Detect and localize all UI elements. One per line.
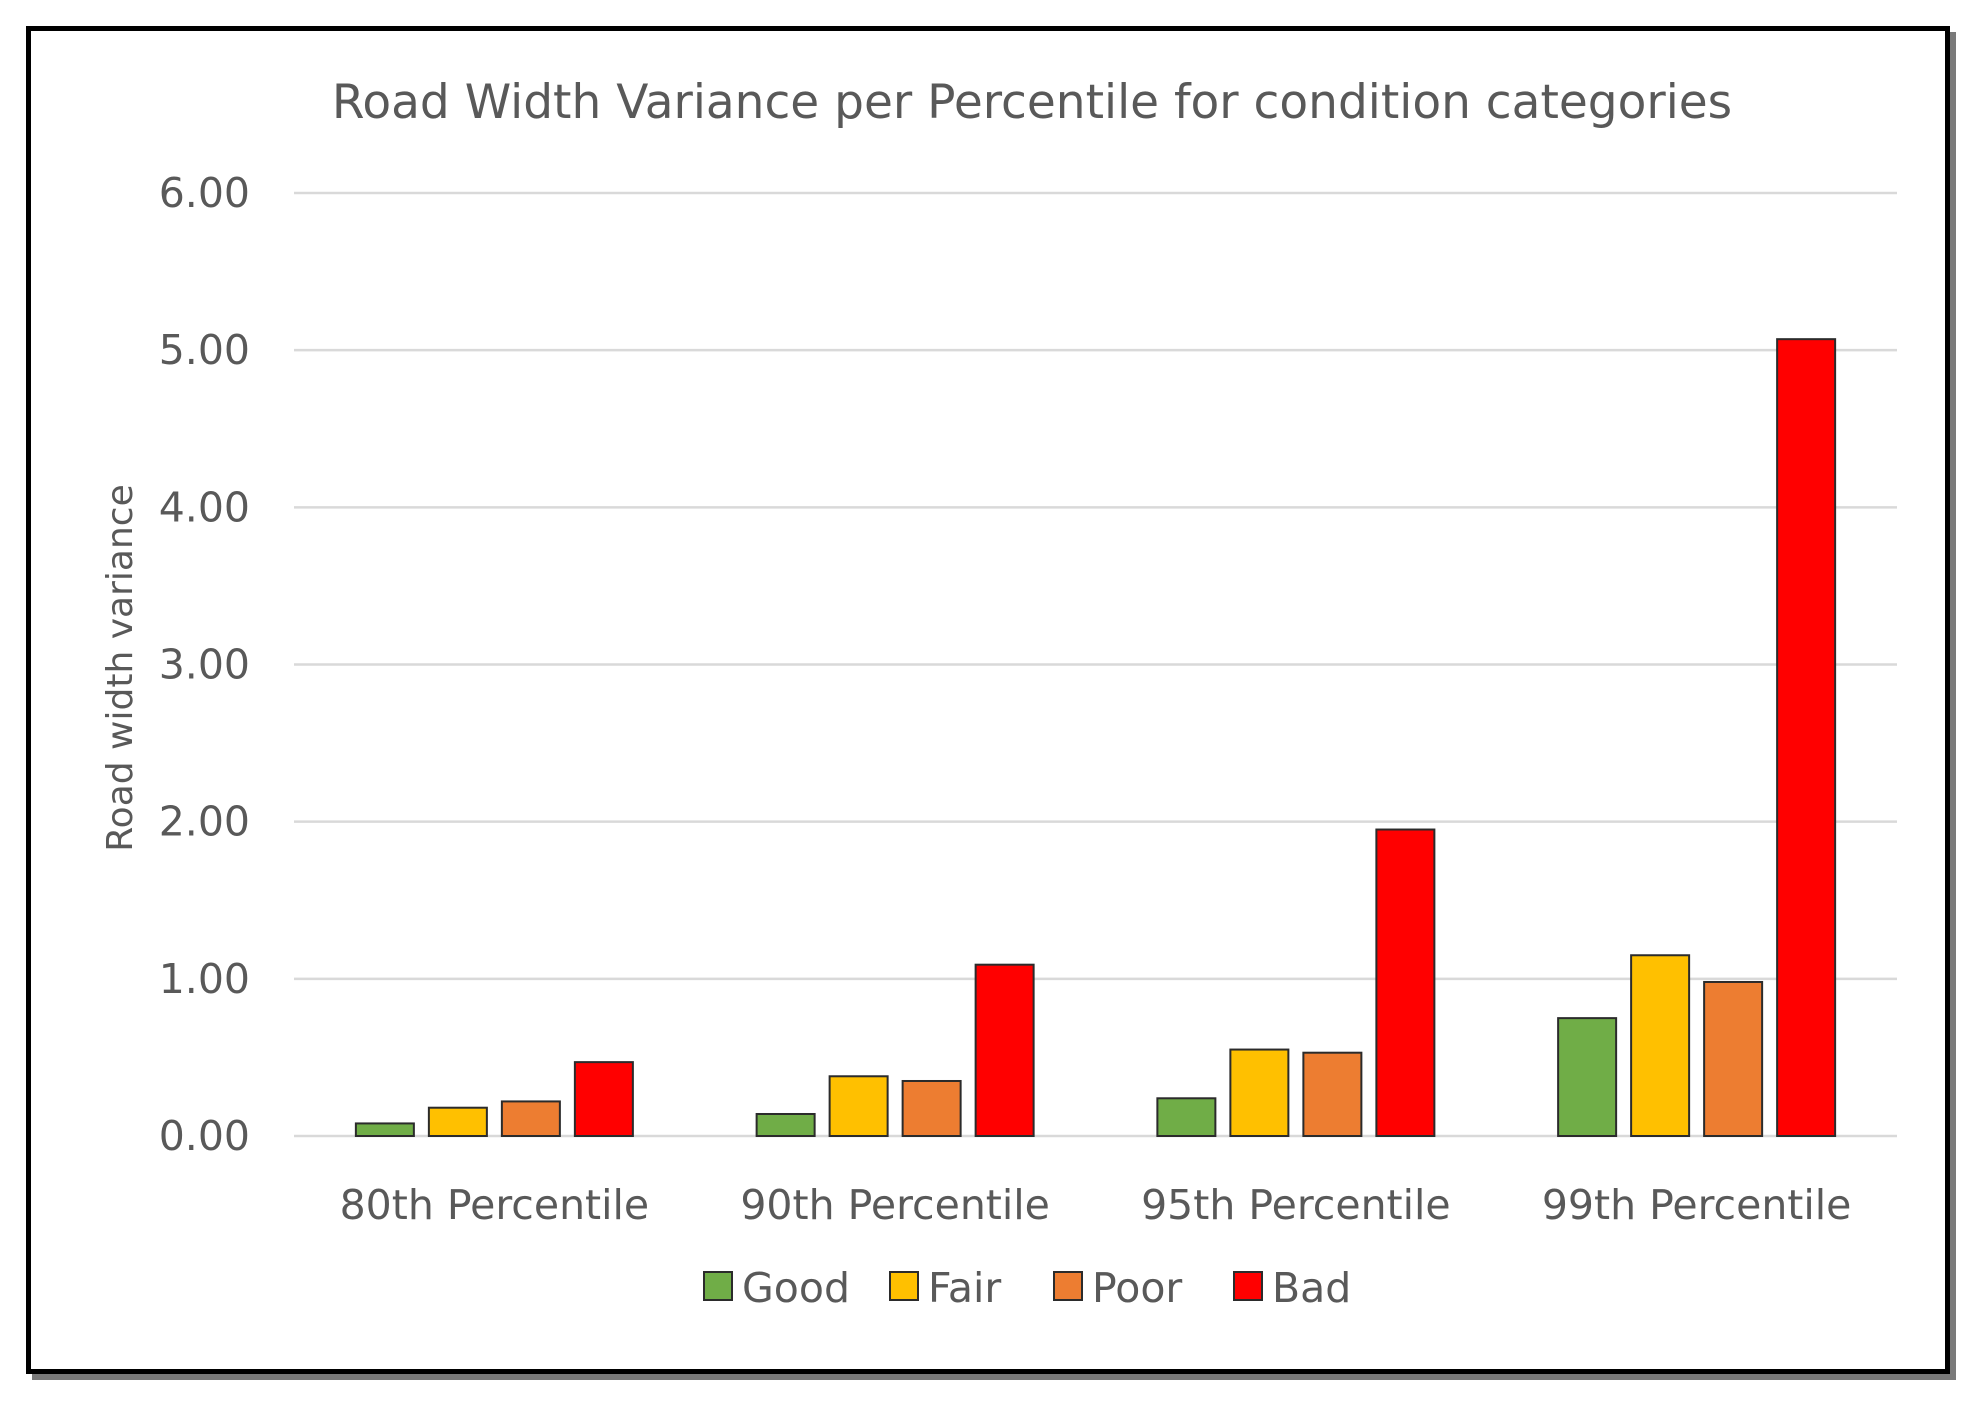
bar-bad-0 [573,1061,634,1138]
y-axis-label: Road width variance [100,484,141,851]
bar-fair-0 [427,1106,488,1137]
bar-poor-3 [1703,980,1764,1138]
legend-label-bad: Bad [1272,1264,1351,1312]
bar-good-3 [1557,1017,1618,1137]
bar-fair-2 [1229,1048,1290,1138]
bar-bad-2 [1375,828,1436,1138]
x-axis-ticks: 80th Percentile 90th Percentile 95th Perce… [340,1181,1852,1229]
legend-swatch-poor [1053,1271,1083,1301]
bar-fair-3 [1630,954,1691,1138]
legend-label-poor: Poor [1092,1264,1182,1312]
y-axis-ticks: 0.00 1.00 2.00 3.00 4.00 5.00 6.00 [159,169,250,1160]
legend-swatch-fair [889,1271,919,1301]
x-tick-label: 95th Percentile [1141,1181,1451,1229]
chart-frame [26,26,1950,1374]
y-tick-label: 6.00 [159,169,250,217]
y-tick-label: 2.00 [159,798,250,846]
chart-title: Road Width Variance per Percentile for c… [332,75,1732,130]
bar-good-0 [354,1122,415,1137]
bar-good-2 [1156,1097,1217,1138]
x-tick-label: 90th Percentile [740,1181,1050,1229]
legend-swatch-good [703,1271,733,1301]
gridlines [294,191,1897,1138]
y-tick-label: 0.00 [159,1112,250,1160]
y-tick-label: 3.00 [159,641,250,689]
x-tick-label: 99th Percentile [1542,1181,1852,1229]
bar-poor-2 [1302,1051,1363,1137]
y-tick-label: 4.00 [159,483,250,531]
bar-bad-1 [974,963,1035,1138]
bar-poor-0 [500,1100,561,1138]
bar-bad-3 [1776,338,1837,1138]
legend: Good Fair Poor Bad [703,1264,1351,1312]
bar-fair-1 [828,1075,889,1137]
legend-label-fair: Fair [928,1264,1001,1312]
y-tick-label: 5.00 [159,326,250,374]
legend-label-good: Good [742,1264,850,1312]
bar-poor-1 [901,1079,962,1138]
x-tick-label: 80th Percentile [340,1181,650,1229]
y-tick-label: 1.00 [159,955,250,1003]
bars [354,338,1837,1138]
legend-swatch-bad [1233,1271,1263,1301]
bar-good-1 [755,1112,816,1138]
